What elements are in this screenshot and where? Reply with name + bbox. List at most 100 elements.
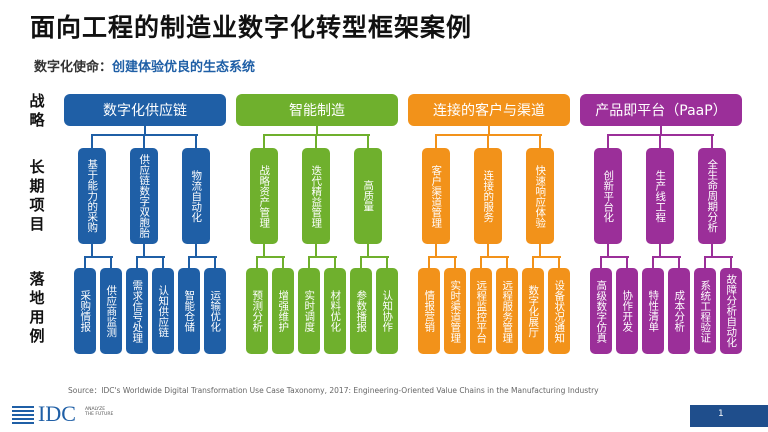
connector [256,256,258,268]
connector [626,256,628,268]
project-box: 高质量 [354,148,382,244]
use-case-box: 特性清单 [642,268,664,354]
project-box: 全生命周期分析 [698,148,726,244]
connector [110,256,112,268]
project-box: 生产线工程 [646,148,674,244]
use-case-box: 远程监控平台 [470,268,492,354]
source-note: Source：IDC's Worldwide Digital Transform… [68,386,599,395]
use-case-box: 认知协作 [376,268,398,354]
use-case-box: 设备状况通知 [548,268,570,354]
logo-text: IDC [38,401,76,426]
use-case-box: 实时调度 [298,268,320,354]
connector [315,134,317,148]
connector [195,244,197,256]
mission-statement: 数字化使命：创建体验优良的生态系统 [34,56,255,75]
row-label-projects: 长期项目 [29,158,45,233]
connector [506,256,508,268]
connector [91,244,93,256]
use-case-box: 故障分析自动化 [720,268,742,354]
connector [532,256,534,268]
use-case-box: 数字化展厅 [522,268,544,354]
use-case-box: 运输优化 [204,268,226,354]
group-header: 连接的客户与渠道 [408,94,570,126]
connector [309,256,337,258]
use-case-box: 成本分析 [668,268,690,354]
connector [558,256,560,268]
connector [144,126,146,134]
connector [162,256,164,268]
connector [711,134,713,148]
connector [263,244,265,256]
connector [533,256,561,258]
connector [84,256,86,268]
use-case-box: 系统工程验证 [694,268,716,354]
connector [429,256,457,258]
use-case-box: 智能仓储 [178,268,200,354]
connector [435,134,437,148]
mission-value: 创建体验优良的生态系统 [112,60,256,75]
idc-globe-icon [12,406,34,424]
use-case-box: 高级数字仿真 [590,268,612,354]
use-case-box: 情报营销 [418,268,440,354]
connector [282,256,284,268]
idc-logo: IDC ANALYZE THE FUTURE [12,401,114,428]
connector [678,256,680,268]
connector [608,134,714,136]
use-case-box: 增强维护 [272,268,294,354]
connector [539,134,541,148]
use-case-box: 供应商监测 [100,268,122,354]
connector [136,256,138,268]
connector [600,256,602,268]
use-case-box: 远程服务管理 [496,268,518,354]
connector [435,244,437,256]
connector [92,134,198,136]
group-header: 产品即平台（PaaP） [580,94,742,126]
connector [334,256,336,268]
connector [91,134,93,148]
project-box: 战略资产管理 [250,148,278,244]
connector [454,256,456,268]
mission-label: 数字化使命： [34,60,113,75]
project-box: 迭代精益管理 [302,148,330,244]
group-header: 数字化供应链 [64,94,226,126]
connector [360,256,362,268]
connector [607,134,609,148]
connector [367,244,369,256]
connector [601,256,629,258]
use-case-box: 需求信号处理 [126,268,148,354]
row-label-strategy: 战略 [29,92,45,129]
group-header: 智能制造 [236,94,398,126]
project-box: 客户渠道管理 [422,148,450,244]
connector [188,256,190,268]
connector [195,134,197,148]
connector [607,244,609,256]
connector [704,256,706,268]
logo-tagline: ANALYZE THE FUTURE [85,407,114,417]
connector [257,256,285,258]
connector [711,244,713,256]
project-box: 基于能力的采购 [78,148,106,244]
connector [659,244,661,256]
project-box: 供应链数字双胞胎 [130,148,158,244]
use-case-box: 参数播报 [350,268,372,354]
connector [308,256,310,268]
connector [214,256,216,268]
connector [428,256,430,268]
row-label-use-cases: 落地用例 [29,270,45,345]
use-case-box: 预测分析 [246,268,268,354]
connector [539,244,541,256]
connector [652,256,654,268]
connector [367,134,369,148]
connector [361,256,389,258]
connector [659,134,661,148]
footer-bar [690,405,768,427]
project-box: 创新平台化 [594,148,622,244]
connector [488,126,490,134]
connector [315,244,317,256]
use-case-box: 认知供应链 [152,268,174,354]
connector [436,134,542,136]
project-box: 快速响应体验 [526,148,554,244]
connector [85,256,113,258]
use-case-box: 采购情报 [74,268,96,354]
connector [660,126,662,134]
